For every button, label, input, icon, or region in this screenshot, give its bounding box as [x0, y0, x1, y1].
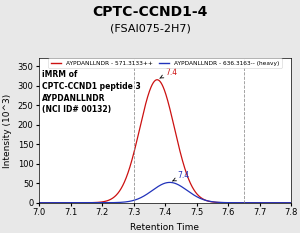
Legend: AYPDANLLNDR - 571.3133++, AYPDANLLNDR - 636.3163-- (heavy): AYPDANLLNDR - 571.3133++, AYPDANLLNDR - … — [49, 58, 281, 68]
Y-axis label: Intensity (10^3): Intensity (10^3) — [3, 93, 12, 168]
Text: CPTC-CCND1-4: CPTC-CCND1-4 — [92, 5, 208, 19]
Text: (FSAI075-2H7): (FSAI075-2H7) — [110, 23, 190, 33]
Text: 7.4: 7.4 — [160, 68, 177, 78]
Text: 7.4: 7.4 — [172, 171, 190, 181]
Text: iMRM of
CPTC-CCND1 peptide 3
AYPDANLLNDR
(NCI ID# 00132): iMRM of CPTC-CCND1 peptide 3 AYPDANLLNDR… — [42, 70, 141, 114]
X-axis label: Retention Time: Retention Time — [130, 223, 200, 232]
